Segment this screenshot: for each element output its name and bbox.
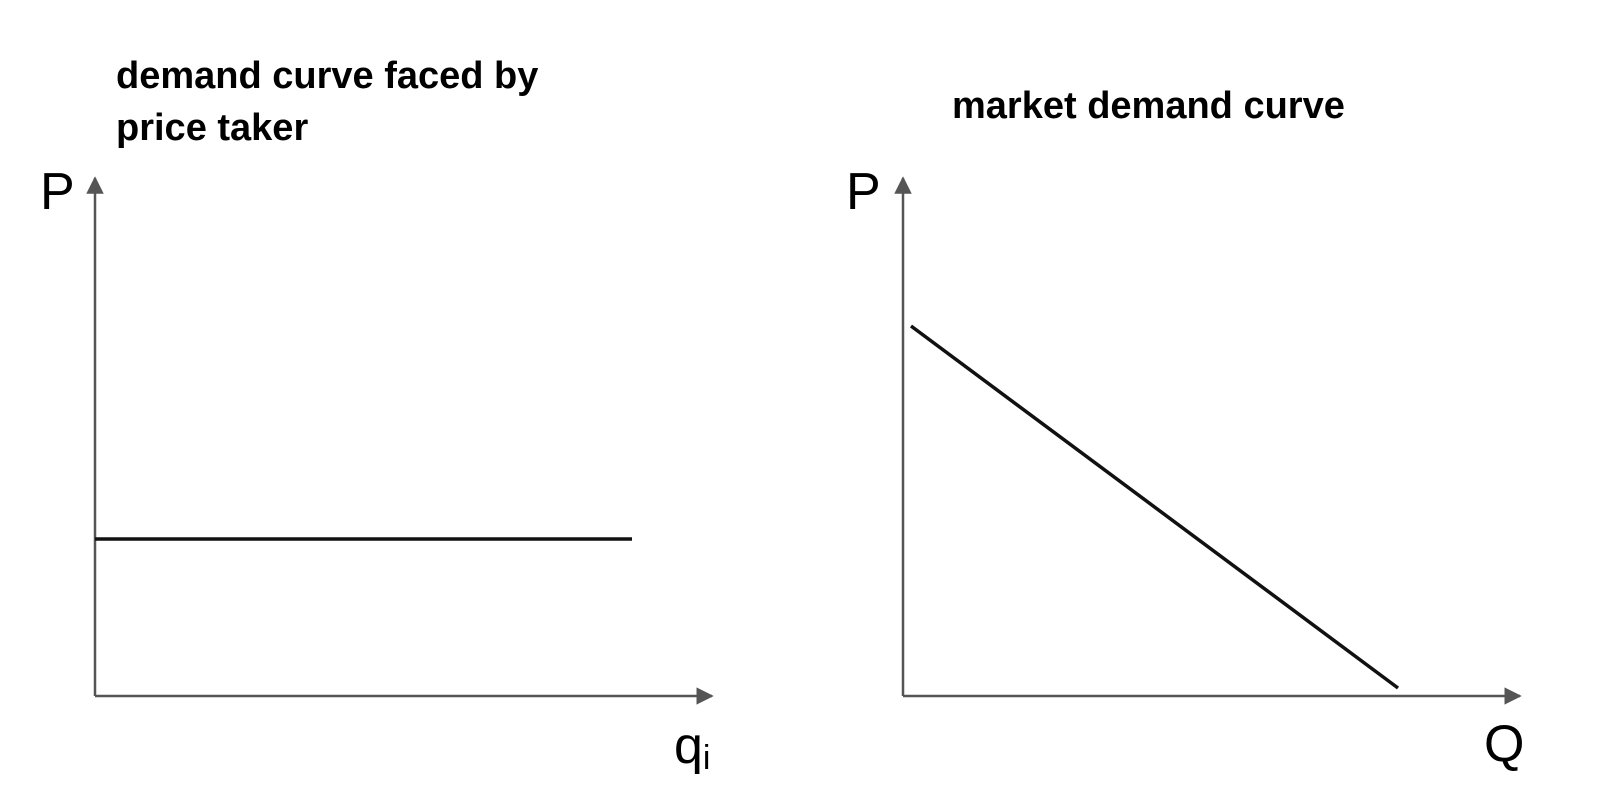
left-x-axis-letter: q — [674, 717, 703, 775]
left-y-axis-label: P — [40, 163, 75, 221]
right-panel-title: market demand curve — [952, 85, 1345, 127]
left-x-axis-subscript: i — [702, 739, 711, 777]
right-x-axis-label: Q — [1484, 715, 1525, 773]
left-title-line-2: price taker — [116, 107, 309, 149]
left-x-axis-label: qi — [674, 720, 710, 784]
left-title-line-1: demand curve faced by — [116, 55, 539, 97]
right-demand-curve — [909, 324, 1400, 690]
right-y-axis-label: P — [846, 163, 881, 221]
left-panel-title: demand curve faced by price taker — [116, 50, 538, 154]
